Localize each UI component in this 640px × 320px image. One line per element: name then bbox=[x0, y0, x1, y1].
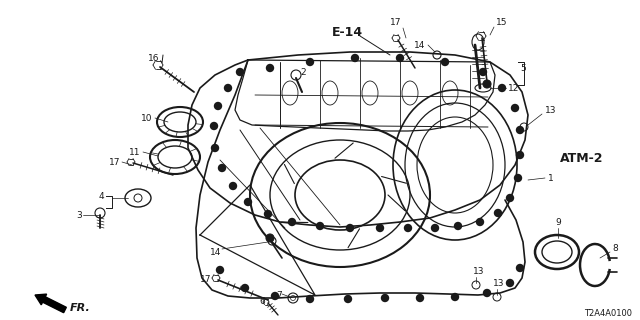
Text: 15: 15 bbox=[496, 18, 508, 27]
Text: 5: 5 bbox=[520, 63, 525, 73]
Circle shape bbox=[477, 219, 483, 226]
Text: 17: 17 bbox=[200, 276, 211, 284]
Circle shape bbox=[351, 54, 358, 61]
Text: 3: 3 bbox=[76, 211, 82, 220]
Text: 2: 2 bbox=[300, 68, 306, 76]
Text: 17: 17 bbox=[109, 157, 120, 166]
Text: 9: 9 bbox=[555, 218, 561, 227]
Circle shape bbox=[417, 294, 424, 301]
Circle shape bbox=[317, 222, 323, 229]
Text: 7: 7 bbox=[276, 291, 282, 300]
Circle shape bbox=[495, 210, 502, 217]
Circle shape bbox=[216, 267, 223, 274]
Circle shape bbox=[289, 219, 296, 226]
Text: T2A4A0100: T2A4A0100 bbox=[584, 309, 632, 318]
Circle shape bbox=[515, 174, 522, 181]
Text: 13: 13 bbox=[493, 279, 504, 289]
Circle shape bbox=[516, 151, 524, 158]
Circle shape bbox=[506, 195, 513, 202]
Circle shape bbox=[479, 68, 486, 76]
Text: 16: 16 bbox=[148, 53, 159, 62]
Text: 8: 8 bbox=[612, 244, 618, 252]
Text: FR.: FR. bbox=[70, 303, 91, 313]
Circle shape bbox=[237, 68, 243, 76]
Circle shape bbox=[271, 292, 278, 300]
Circle shape bbox=[211, 145, 218, 151]
Circle shape bbox=[404, 225, 412, 231]
Circle shape bbox=[214, 102, 221, 109]
Circle shape bbox=[346, 225, 353, 231]
Text: 13: 13 bbox=[473, 268, 484, 276]
Text: E-14: E-14 bbox=[332, 26, 363, 38]
Circle shape bbox=[483, 80, 491, 88]
Text: 11: 11 bbox=[129, 148, 140, 156]
Circle shape bbox=[483, 290, 490, 297]
Circle shape bbox=[516, 126, 524, 133]
Circle shape bbox=[516, 265, 524, 271]
Circle shape bbox=[266, 234, 274, 242]
Text: 13: 13 bbox=[545, 106, 557, 115]
Circle shape bbox=[264, 211, 271, 218]
Circle shape bbox=[506, 279, 513, 286]
Circle shape bbox=[511, 105, 518, 111]
Circle shape bbox=[211, 123, 218, 130]
Text: 10: 10 bbox=[141, 114, 152, 123]
Text: 14: 14 bbox=[413, 41, 425, 50]
Circle shape bbox=[397, 54, 403, 61]
Text: 1: 1 bbox=[548, 173, 554, 182]
Text: 12: 12 bbox=[508, 84, 520, 92]
Circle shape bbox=[454, 222, 461, 229]
FancyArrow shape bbox=[35, 294, 67, 313]
Circle shape bbox=[230, 182, 237, 189]
Text: ATM-2: ATM-2 bbox=[560, 151, 604, 164]
Circle shape bbox=[307, 295, 314, 302]
Text: 17: 17 bbox=[390, 18, 401, 27]
Circle shape bbox=[344, 295, 351, 302]
Circle shape bbox=[431, 225, 438, 231]
Circle shape bbox=[266, 65, 273, 71]
Circle shape bbox=[442, 59, 449, 66]
Circle shape bbox=[499, 84, 506, 92]
Circle shape bbox=[225, 84, 232, 92]
Circle shape bbox=[241, 284, 248, 292]
Text: 4: 4 bbox=[99, 191, 104, 201]
Circle shape bbox=[381, 294, 388, 301]
Circle shape bbox=[218, 164, 225, 172]
Text: 14: 14 bbox=[210, 247, 221, 257]
Circle shape bbox=[244, 198, 252, 205]
Circle shape bbox=[307, 59, 314, 66]
Circle shape bbox=[376, 225, 383, 231]
Text: 6: 6 bbox=[259, 298, 265, 307]
Circle shape bbox=[451, 293, 458, 300]
